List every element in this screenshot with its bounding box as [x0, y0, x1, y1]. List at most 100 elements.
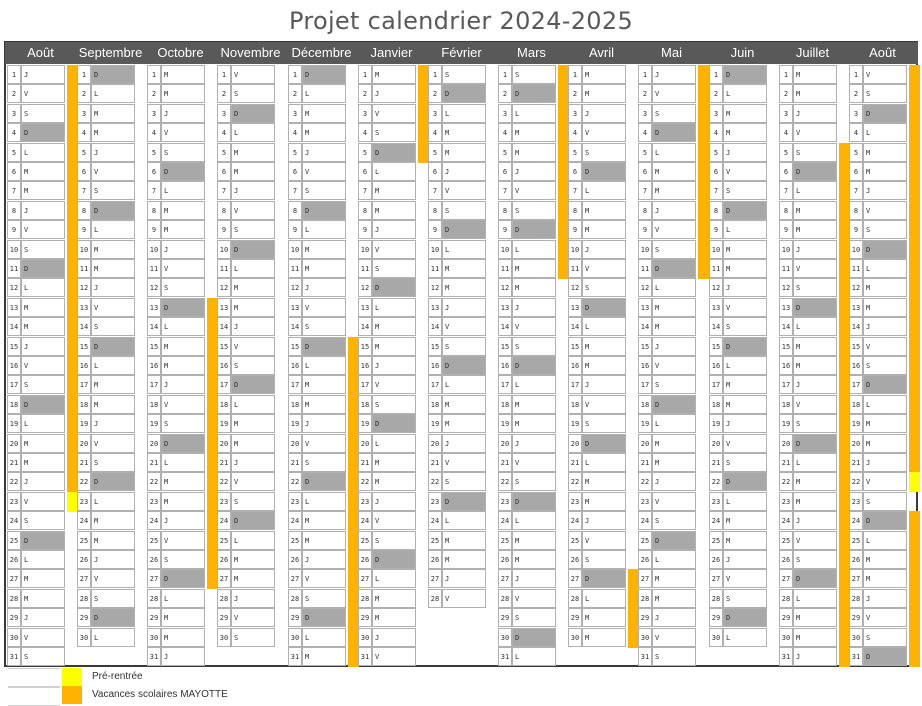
vacances-marker	[67, 337, 78, 357]
weekday-cell: V	[161, 395, 205, 414]
day-number: 17	[638, 375, 652, 394]
day-number: 3	[7, 104, 21, 123]
day-number: 9	[77, 220, 91, 239]
weekday-cell: M	[652, 434, 696, 453]
vacances-marker	[348, 337, 359, 357]
vacances-marker	[909, 375, 920, 395]
day-number: 27	[779, 569, 793, 588]
vacances-marker	[348, 589, 359, 609]
weekday-cell: V	[512, 181, 556, 200]
day-number: 24	[638, 511, 652, 530]
weekday-cell: L	[863, 395, 907, 414]
vacances-marker	[909, 65, 920, 85]
day-number: 23	[358, 492, 372, 511]
day-number: 17	[849, 375, 863, 394]
day-number: 18	[358, 395, 372, 414]
weekday-cell: L	[302, 628, 346, 647]
vacances-marker	[839, 569, 850, 589]
vacances-marker	[698, 181, 709, 201]
day-number: 28	[709, 589, 723, 608]
day-number: 6	[498, 162, 512, 181]
weekday-cell: J	[372, 84, 416, 103]
day-number: 12	[779, 278, 793, 297]
day-number: 25	[779, 531, 793, 550]
day-number: 15	[77, 337, 91, 356]
day-number: 9	[638, 220, 652, 239]
vacances-marker	[839, 453, 850, 473]
weekday-cell: D	[302, 201, 346, 220]
day-number: 29	[7, 608, 21, 627]
weekday-cell: L	[652, 143, 696, 162]
day-number: 16	[217, 356, 231, 375]
vacances-marker	[839, 511, 850, 531]
weekday-cell: M	[302, 123, 346, 142]
weekday-cell: M	[863, 414, 907, 433]
weekday-cell: J	[302, 143, 346, 162]
vacances-marker	[67, 143, 78, 163]
weekday-cell: L	[231, 531, 275, 550]
weekday-cell: V	[372, 511, 416, 530]
day-number: 27	[568, 569, 582, 588]
day-number: 7	[568, 181, 582, 200]
weekday-cell: V	[442, 317, 486, 336]
weekday-cell: M	[512, 123, 556, 142]
vacances-marker	[839, 337, 850, 357]
day-number: 18	[779, 395, 793, 414]
legend-item: Vacances scolaires MAYOTTE	[8, 686, 308, 706]
weekday-cell: D	[652, 259, 696, 278]
vacances-marker	[909, 104, 920, 124]
day-number: 27	[217, 569, 231, 588]
weekday-cell: D	[161, 298, 205, 317]
day-number: 8	[7, 201, 21, 220]
weekday-cell: M	[91, 531, 135, 550]
vacances-marker	[348, 511, 359, 531]
weekday-cell: J	[372, 220, 416, 239]
weekday-cell: D	[512, 492, 556, 511]
day-number: 6	[779, 162, 793, 181]
day-number: 26	[217, 550, 231, 569]
day-number: 9	[849, 220, 863, 239]
vacances-marker	[839, 550, 850, 570]
weekday-cell: V	[723, 434, 767, 453]
vacances-marker	[67, 104, 78, 124]
weekday-cell: J	[512, 569, 556, 588]
day-number: 17	[147, 375, 161, 394]
day-number: 17	[217, 375, 231, 394]
weekday-cell: V	[442, 453, 486, 472]
weekday-cell: M	[161, 84, 205, 103]
weekday-cell: D	[21, 123, 65, 142]
weekday-cell: M	[863, 278, 907, 297]
day-number: 6	[77, 162, 91, 181]
day-number: 2	[428, 84, 442, 103]
vacances-marker	[909, 181, 920, 201]
weekday-cell: D	[91, 201, 135, 220]
weekday-cell: M	[161, 472, 205, 491]
weekday-cell: S	[512, 65, 556, 84]
day-number: 9	[358, 220, 372, 239]
weekday-cell: M	[863, 550, 907, 569]
weekday-cell: J	[21, 65, 65, 84]
day-number: 21	[849, 453, 863, 472]
day-number: 13	[849, 298, 863, 317]
day-number: 20	[77, 434, 91, 453]
vacances-marker	[909, 201, 920, 221]
day-number: 14	[147, 317, 161, 336]
day-number: 25	[358, 531, 372, 550]
weekday-cell: V	[723, 298, 767, 317]
day-number: 24	[358, 511, 372, 530]
day-number: 24	[779, 511, 793, 530]
weekday-cell: L	[91, 492, 135, 511]
weekday-cell: M	[231, 162, 275, 181]
day-number: 8	[428, 201, 442, 220]
day-number: 4	[849, 123, 863, 142]
weekday-cell: V	[231, 608, 275, 627]
legend-swatch	[62, 686, 82, 704]
day-number: 23	[709, 492, 723, 511]
vacances-marker	[348, 550, 359, 570]
weekday-cell: D	[372, 414, 416, 433]
vacances-marker	[698, 84, 709, 104]
vacances-marker	[418, 123, 429, 143]
weekday-cell: S	[91, 453, 135, 472]
day-number: 3	[568, 104, 582, 123]
weekday-cell: M	[231, 569, 275, 588]
